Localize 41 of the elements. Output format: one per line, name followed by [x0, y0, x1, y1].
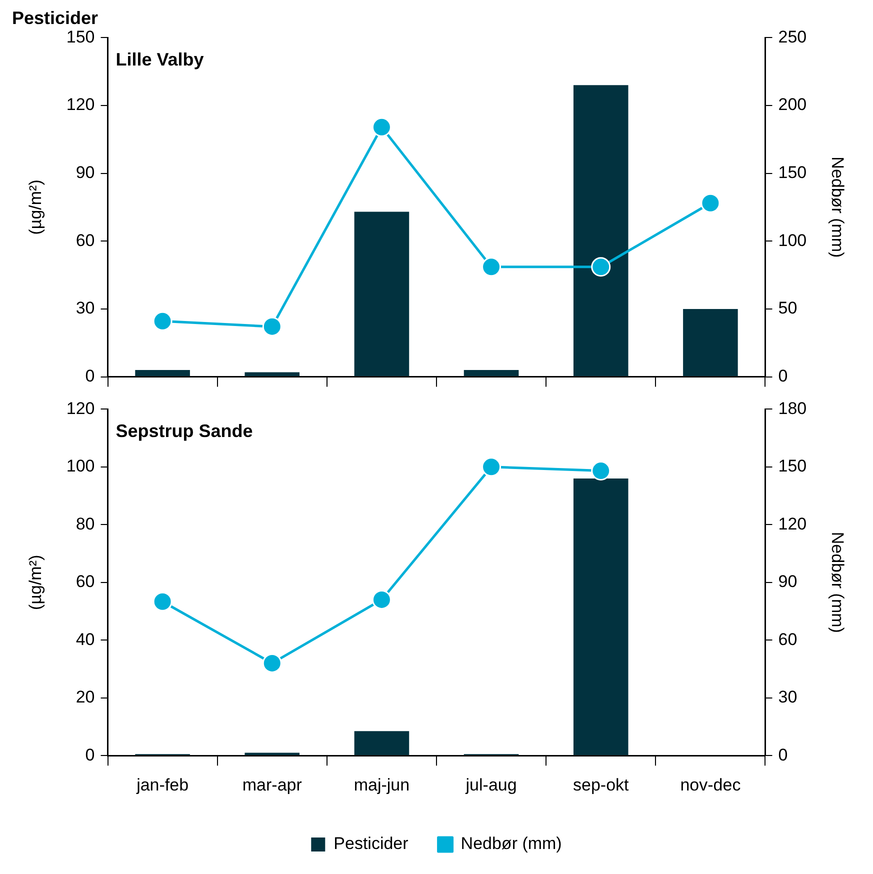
legend-label: Pesticider [334, 834, 409, 854]
text: Sepstrup Sande [116, 421, 253, 442]
y2-tick-label: 100 [778, 230, 807, 250]
y2-tick-label: 50 [778, 298, 798, 318]
y2-axis-title: Nedbør (mm) [828, 156, 848, 258]
chart-title: Pesticider [12, 8, 98, 28]
y-axis-title: (µg/m²) [26, 180, 45, 235]
y-tick-label: 60 [76, 572, 95, 592]
y-tick-label: 40 [76, 630, 95, 649]
x-tick-label: nov-dec [680, 775, 742, 794]
y2-tick-label: 0 [778, 745, 788, 764]
y-tick-label: 120 [66, 95, 95, 114]
text: Lille Valby [116, 50, 204, 70]
x-tick-label: maj-jun [354, 775, 410, 794]
y2-tick-label: 120 [778, 514, 807, 534]
x-tick-label: sep-okt [572, 775, 630, 794]
y-tick-label: 100 [66, 456, 95, 476]
x-tick-label: mar-apr [242, 775, 302, 794]
y2-tick-label: 250 [778, 27, 807, 46]
y2-tick-label: 0 [778, 366, 788, 386]
y-tick-label: 30 [76, 298, 95, 318]
y-tick-label: 90 [76, 162, 95, 182]
y2-axis-title: Nedbør (mm) [828, 532, 848, 633]
y-tick-label: 0 [85, 366, 95, 386]
y2-tick-label: 150 [778, 162, 807, 182]
y2-tick-label: 180 [778, 398, 807, 418]
y-axis-title: (µg/m²) [26, 554, 45, 610]
legend-label: Nedbør (mm) [460, 834, 562, 854]
y2-tick-label: 90 [778, 572, 798, 592]
x-tick-label: jan-feb [136, 775, 189, 794]
y-tick-label: 150 [66, 27, 95, 46]
y-tick-label: 20 [76, 688, 95, 707]
y2-tick-label: 150 [778, 456, 807, 476]
y-tick-label: 0 [85, 745, 95, 764]
y2-tick-label: 200 [778, 95, 807, 114]
y-tick-label: 80 [76, 514, 95, 534]
y-tick-label: 120 [66, 398, 95, 418]
x-tick-label: jul-aug [464, 775, 517, 794]
y2-tick-label: 30 [778, 688, 798, 707]
y2-tick-label: 60 [778, 630, 798, 649]
y-tick-label: 60 [76, 230, 95, 250]
